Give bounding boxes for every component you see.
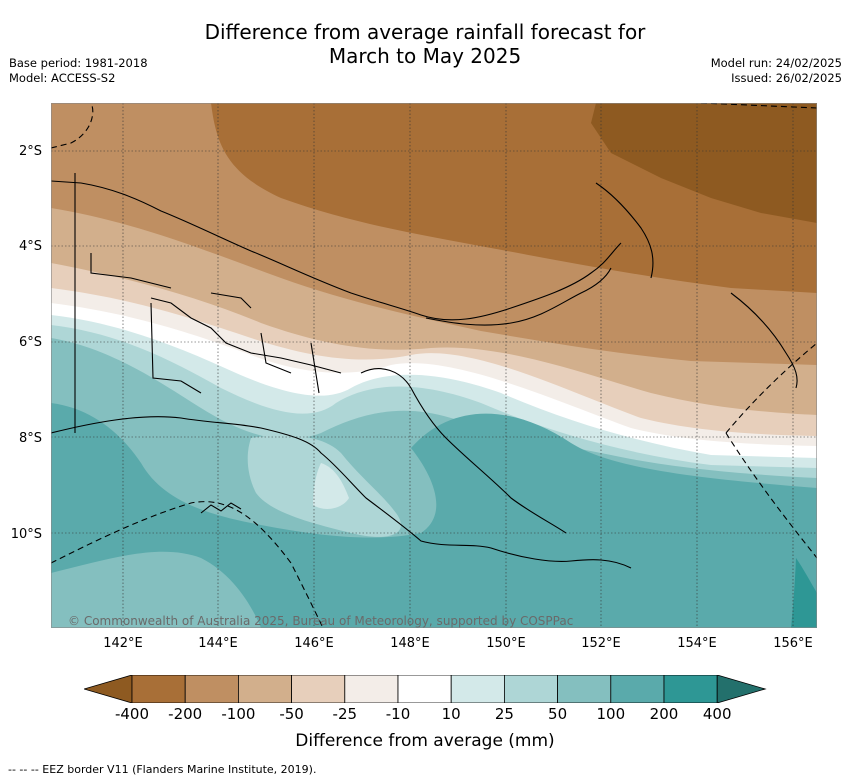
bougainville bbox=[730, 292, 798, 389]
eez-borders bbox=[51, 103, 817, 628]
colorbar-swatch bbox=[131, 675, 186, 703]
colorbar-swatch bbox=[184, 675, 239, 703]
copyright-text: © Commonwealth of Australia 2025, Bureau… bbox=[68, 614, 574, 628]
title-line-2: March to May 2025 bbox=[328, 44, 522, 68]
lon-label-156e: 156°E bbox=[773, 636, 813, 651]
colorbar-tick-label: 50 bbox=[548, 705, 568, 723]
meta-right: Model run: 24/02/2025 Issued: 26/02/2025 bbox=[711, 56, 842, 86]
base-period-text: Base period: 1981-2018 bbox=[9, 56, 148, 70]
lat-label-6s: 6°S bbox=[18, 335, 42, 350]
colorbar-tick-label: 10 bbox=[441, 705, 461, 723]
colorbar-swatch bbox=[291, 675, 346, 703]
colorbar-tick-label: -10 bbox=[385, 705, 411, 723]
lon-label-148e: 148°E bbox=[390, 636, 430, 651]
lat-label-4s: 4°S bbox=[18, 239, 42, 254]
colorbar-tick-label: 200 bbox=[649, 705, 679, 723]
band-plus-100-south bbox=[51, 551, 261, 628]
colorbar-tick-label: -100 bbox=[221, 705, 256, 723]
lat-label-10s: 10°S bbox=[10, 527, 42, 542]
torres-islands bbox=[200, 502, 242, 514]
colorbar-swatch bbox=[237, 675, 292, 703]
colorbar bbox=[84, 675, 767, 703]
issued-text: Issued: 26/02/2025 bbox=[731, 71, 842, 85]
lon-label-144e: 144°E bbox=[198, 636, 238, 651]
colorbar-tick-label: 100 bbox=[596, 705, 626, 723]
new-ireland bbox=[595, 182, 654, 279]
lon-label-150e: 150°E bbox=[486, 636, 526, 651]
colorbar-swatch bbox=[610, 675, 665, 703]
colorbar-extend-high bbox=[716, 675, 767, 703]
colorbar-label: Difference from average (mm) bbox=[295, 731, 555, 751]
colorbar-tick-label: 25 bbox=[494, 705, 514, 723]
model-run-text: Model run: 24/02/2025 bbox=[710, 56, 842, 70]
colorbar-extend-low bbox=[84, 675, 133, 703]
colorbar-swatch bbox=[663, 675, 718, 703]
lat-label-2s: 2°S bbox=[18, 144, 42, 159]
colorbar-swatch bbox=[344, 675, 399, 703]
colorbar-tick-label: -50 bbox=[279, 705, 304, 723]
lon-label-146e: 146°E bbox=[294, 636, 334, 651]
rainfall-map bbox=[51, 103, 817, 628]
new-britain bbox=[425, 267, 612, 326]
band-plus-200 bbox=[51, 403, 817, 628]
chart-title: Difference from average rainfall forecas… bbox=[0, 20, 850, 68]
new-guinea-north-coast bbox=[51, 180, 622, 321]
lon-label-152e: 152°E bbox=[581, 636, 621, 651]
colorbar-tick-label: -25 bbox=[332, 705, 358, 723]
colorbar-swatch bbox=[557, 675, 612, 703]
meta-left: Base period: 1981-2018 Model: ACCESS-S2 bbox=[9, 56, 148, 86]
new-guinea-south-coast bbox=[51, 416, 632, 569]
model-text: Model: ACCESS-S2 bbox=[9, 71, 116, 85]
colorbar-tick-label: -400 bbox=[114, 705, 150, 723]
colorbar-tick-label: -200 bbox=[168, 705, 203, 723]
band-plus-400 bbox=[791, 558, 817, 628]
png-province-borders bbox=[90, 253, 342, 394]
eez-footer-note: -- -- -- EEZ border V11 (Flanders Marine… bbox=[8, 763, 317, 776]
lon-gridlines bbox=[122, 103, 794, 628]
title-line-1: Difference from average rainfall forecas… bbox=[204, 20, 646, 44]
colorbar-tick-label: 400 bbox=[702, 705, 732, 723]
lon-label-154e: 154°E bbox=[677, 636, 717, 651]
lon-label-142e: 142°E bbox=[103, 636, 143, 651]
colorbar-swatch bbox=[503, 675, 558, 703]
southeast-peninsula bbox=[360, 368, 567, 534]
lat-label-8s: 8°S bbox=[18, 431, 42, 446]
coastlines bbox=[51, 173, 798, 569]
lat-gridlines bbox=[51, 150, 817, 534]
colorbar-swatch bbox=[450, 675, 505, 703]
band-plus-25-pocket bbox=[313, 463, 349, 509]
colorbar-swatch bbox=[397, 675, 452, 703]
